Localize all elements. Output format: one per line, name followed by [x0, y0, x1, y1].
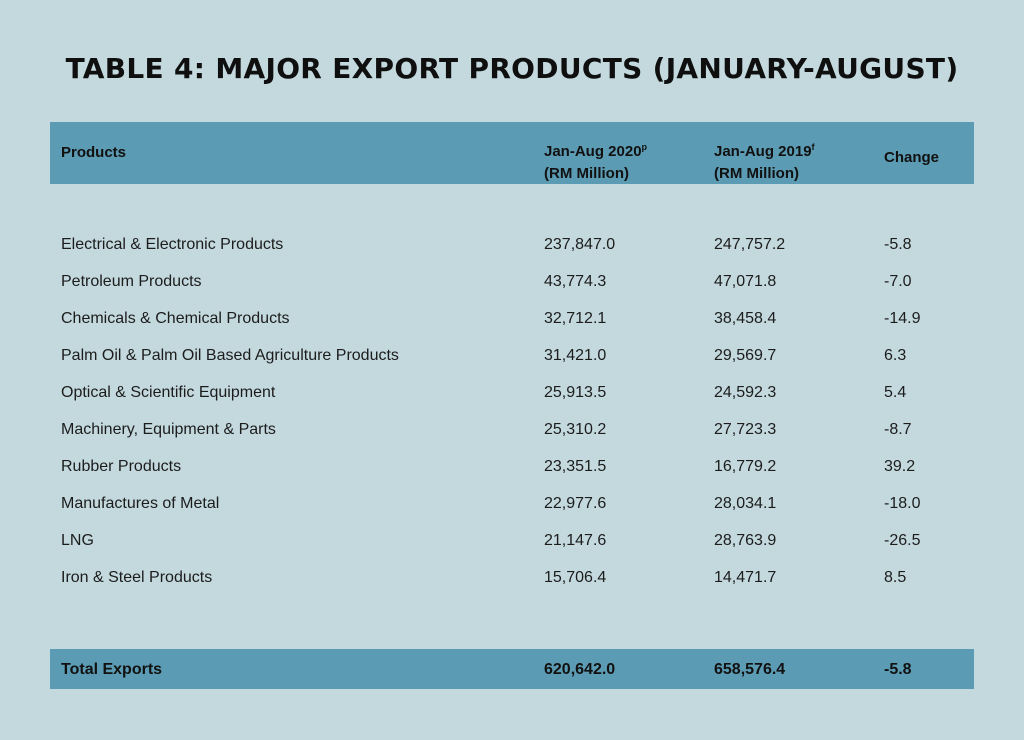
total-change: -5.8 [884, 661, 912, 678]
value-2019: 27,723.3 [714, 421, 777, 438]
value-2019: 38,458.4 [714, 310, 777, 327]
table-row: Rubber Products 23,351.5 16,779.2 39.2 [50, 456, 974, 493]
product-name: Optical & Scientific Equipment [61, 384, 276, 401]
table-row: LNG 21,147.6 28,763.9 -26.5 [50, 530, 974, 567]
product-name: Electrical & Electronic Products [61, 236, 284, 253]
total-2019: 658,576.4 [714, 661, 786, 678]
table-row: Electrical & Electronic Products 237,847.… [50, 234, 974, 271]
total-2020: 620,642.0 [544, 661, 616, 678]
table-row: Iron & Steel Products 15,706.4 14,471.7 8.5 [50, 567, 974, 604]
table-row: Optical & Scientific Equipment 25,913.5 24… [50, 382, 974, 419]
table-body: Electrical & Electronic Products 237,847.… [50, 234, 974, 604]
page-title: TABLE 4: MAJOR EXPORT PRODUCTS (JANUARY-… [65, 52, 959, 85]
header-2020-unit: (RM Million) [544, 165, 629, 182]
value-2019: 29,569.7 [714, 347, 777, 364]
product-name: Chemicals & Chemical Products [61, 310, 290, 327]
value-2020: 23,351.5 [544, 458, 607, 475]
value-2020: 32,712.1 [544, 310, 607, 327]
change-value: -14.9 [884, 310, 921, 327]
table-row: Petroleum Products 43,774.3 47,071.8 -7.0 [50, 271, 974, 308]
change-value: -26.5 [884, 532, 921, 549]
header-2019-unit: (RM Million) [714, 165, 799, 182]
product-name: Machinery, Equipment & Parts [61, 421, 276, 438]
value-2020: 237,847.0 [544, 236, 616, 253]
value-2019: 247,757.2 [714, 236, 786, 253]
total-row: Total Exports 620,642.0 658,576.4 -5.8 [50, 649, 974, 689]
change-value: -18.0 [884, 495, 921, 512]
product-name: Rubber Products [61, 458, 182, 475]
value-2020: 43,774.3 [544, 273, 607, 290]
change-value: -7.0 [884, 273, 912, 290]
value-2019: 24,592.3 [714, 384, 777, 401]
value-2020: 15,706.4 [544, 569, 607, 586]
header-2019-sup: f [811, 142, 815, 152]
total-label: Total Exports [61, 661, 163, 678]
value-2020: 22,977.6 [544, 495, 607, 512]
product-name: Petroleum Products [61, 273, 202, 290]
change-value: 5.4 [884, 384, 907, 401]
change-value: 39.2 [884, 458, 916, 475]
product-name: Manufactures of Metal [61, 495, 220, 512]
header-2019-label: Jan-Aug 2019 [714, 143, 812, 160]
header-products: Products [61, 144, 127, 161]
change-value: 6.3 [884, 347, 907, 364]
header-2020: Jan-Aug 2020p (RM Million) [544, 136, 647, 185]
table-row: Manufactures of Metal 22,977.6 28,034.1 -18… [50, 493, 974, 530]
product-name: Iron & Steel Products [61, 569, 213, 586]
header-2019: Jan-Aug 2019f (RM Million) [714, 136, 815, 185]
product-name: LNG [61, 532, 94, 549]
export-table: Products Jan-Aug 2020p (RM Million) Jan-… [50, 122, 974, 689]
product-name: Palm Oil & Palm Oil Based Agriculture Pr… [61, 347, 399, 364]
change-value: -8.7 [884, 421, 912, 438]
header-change: Change [884, 149, 940, 166]
header-2020-sup: p [641, 142, 648, 152]
value-2019: 47,071.8 [714, 273, 777, 290]
change-value: -5.8 [884, 236, 912, 253]
header-2020-label: Jan-Aug 2020 [544, 143, 642, 160]
value-2019: 16,779.2 [714, 458, 777, 475]
value-2020: 31,421.0 [544, 347, 607, 364]
value-2019: 28,034.1 [714, 495, 777, 512]
value-2020: 21,147.6 [544, 532, 607, 549]
table-row: Machinery, Equipment & Parts 25,310.2 27,7… [50, 419, 974, 456]
change-value: 8.5 [884, 569, 907, 586]
value-2020: 25,310.2 [544, 421, 607, 438]
table-row: Palm Oil & Palm Oil Based Agriculture Pr… [50, 345, 974, 382]
value-2019: 14,471.7 [714, 569, 777, 586]
table-header: Products Jan-Aug 2020p (RM Million) Jan-… [50, 122, 974, 184]
value-2019: 28,763.9 [714, 532, 777, 549]
value-2020: 25,913.5 [544, 384, 607, 401]
table-row: Chemicals & Chemical Products 32,712.1 38,… [50, 308, 974, 345]
